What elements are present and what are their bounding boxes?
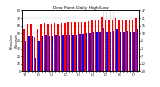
Bar bbox=[98, 20, 100, 71]
Bar bbox=[74, 22, 76, 71]
Bar bbox=[96, 32, 97, 71]
Bar bbox=[115, 18, 116, 71]
Bar bbox=[32, 36, 33, 71]
Bar bbox=[35, 58, 36, 71]
Bar bbox=[123, 32, 125, 71]
Bar bbox=[125, 20, 127, 71]
Bar bbox=[95, 20, 96, 71]
Bar bbox=[42, 36, 43, 71]
Bar bbox=[108, 20, 110, 71]
Bar bbox=[118, 20, 120, 71]
Bar bbox=[23, 29, 25, 71]
Bar bbox=[27, 24, 28, 71]
Bar bbox=[101, 17, 103, 71]
Bar bbox=[45, 35, 47, 71]
Bar bbox=[91, 20, 93, 71]
Bar bbox=[48, 36, 50, 71]
Bar bbox=[86, 33, 87, 71]
Bar bbox=[52, 36, 53, 71]
Bar bbox=[103, 28, 104, 71]
Bar bbox=[120, 32, 121, 71]
Bar bbox=[122, 20, 123, 71]
Bar bbox=[79, 34, 80, 71]
Bar bbox=[130, 32, 132, 71]
Bar bbox=[25, 41, 26, 71]
Bar bbox=[84, 22, 86, 71]
Y-axis label: Milwaukee
Wisconsin: Milwaukee Wisconsin bbox=[10, 33, 19, 49]
Bar bbox=[28, 36, 30, 71]
Bar bbox=[71, 22, 72, 71]
Bar bbox=[88, 21, 89, 71]
Bar bbox=[112, 20, 113, 71]
Bar bbox=[83, 34, 84, 71]
Bar bbox=[113, 31, 115, 71]
Bar bbox=[38, 41, 40, 71]
Bar bbox=[37, 29, 38, 71]
Bar bbox=[61, 23, 62, 71]
Bar bbox=[127, 31, 128, 71]
Bar bbox=[57, 24, 59, 71]
Bar bbox=[81, 22, 83, 71]
Bar bbox=[105, 20, 106, 71]
Bar bbox=[72, 35, 74, 71]
Bar bbox=[66, 35, 67, 71]
Bar bbox=[54, 23, 55, 71]
Bar bbox=[55, 35, 57, 71]
Bar bbox=[100, 32, 101, 71]
Bar bbox=[129, 20, 130, 71]
Bar bbox=[62, 35, 64, 71]
Bar bbox=[76, 35, 77, 71]
Bar bbox=[137, 29, 138, 71]
Bar bbox=[106, 32, 108, 71]
Bar bbox=[89, 33, 91, 71]
Bar bbox=[69, 35, 70, 71]
Title: Dew Point Daily High/Low: Dew Point Daily High/Low bbox=[53, 6, 109, 10]
Bar bbox=[44, 23, 45, 71]
Bar bbox=[59, 36, 60, 71]
Bar bbox=[93, 32, 94, 71]
Bar bbox=[68, 22, 69, 71]
Bar bbox=[34, 37, 35, 71]
Bar bbox=[132, 20, 133, 71]
Bar bbox=[51, 24, 52, 71]
Bar bbox=[135, 18, 137, 71]
Bar bbox=[40, 24, 42, 71]
Bar bbox=[47, 24, 48, 71]
Bar bbox=[30, 24, 32, 71]
Bar bbox=[110, 32, 111, 71]
Bar bbox=[133, 32, 135, 71]
Bar bbox=[78, 22, 79, 71]
Bar bbox=[116, 29, 118, 71]
Bar bbox=[64, 23, 66, 71]
